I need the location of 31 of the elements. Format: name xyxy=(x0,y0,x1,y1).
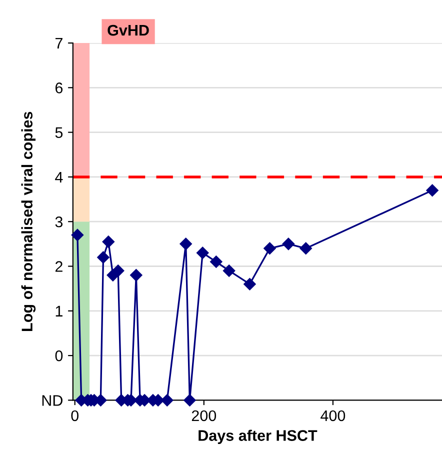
point xyxy=(222,264,236,277)
point xyxy=(210,256,222,268)
point xyxy=(102,236,115,248)
y-tick-label: 3 xyxy=(55,216,63,228)
point xyxy=(180,238,192,250)
x-axis-title: Days after HSCT xyxy=(198,430,318,444)
y-tick-label: ND xyxy=(42,395,62,406)
point xyxy=(112,264,124,277)
point xyxy=(264,242,276,254)
y-tick-label: 5 xyxy=(55,127,63,138)
point xyxy=(282,238,295,250)
point xyxy=(97,251,110,264)
point xyxy=(426,184,438,196)
x-tick-label: 0 xyxy=(71,410,79,422)
point xyxy=(130,269,142,282)
y-tick-label: 7 xyxy=(55,38,62,49)
point xyxy=(300,242,312,254)
y-tick-label: 0 xyxy=(55,350,63,362)
y-tick-label: 1 xyxy=(56,306,62,316)
point xyxy=(71,228,84,242)
y-tick-label: 4 xyxy=(55,172,63,182)
text: GvHD xyxy=(108,24,149,36)
point xyxy=(196,246,209,259)
point xyxy=(184,394,196,406)
x-tick-label: 200 xyxy=(192,410,216,422)
x-tick-label: 400 xyxy=(320,410,346,422)
y-tick-label: 6 xyxy=(55,82,63,94)
y-axis-title: Log of normalised viral copies xyxy=(21,112,36,331)
point xyxy=(161,394,174,406)
y-tick-label: 2 xyxy=(55,261,62,272)
point xyxy=(244,278,256,290)
